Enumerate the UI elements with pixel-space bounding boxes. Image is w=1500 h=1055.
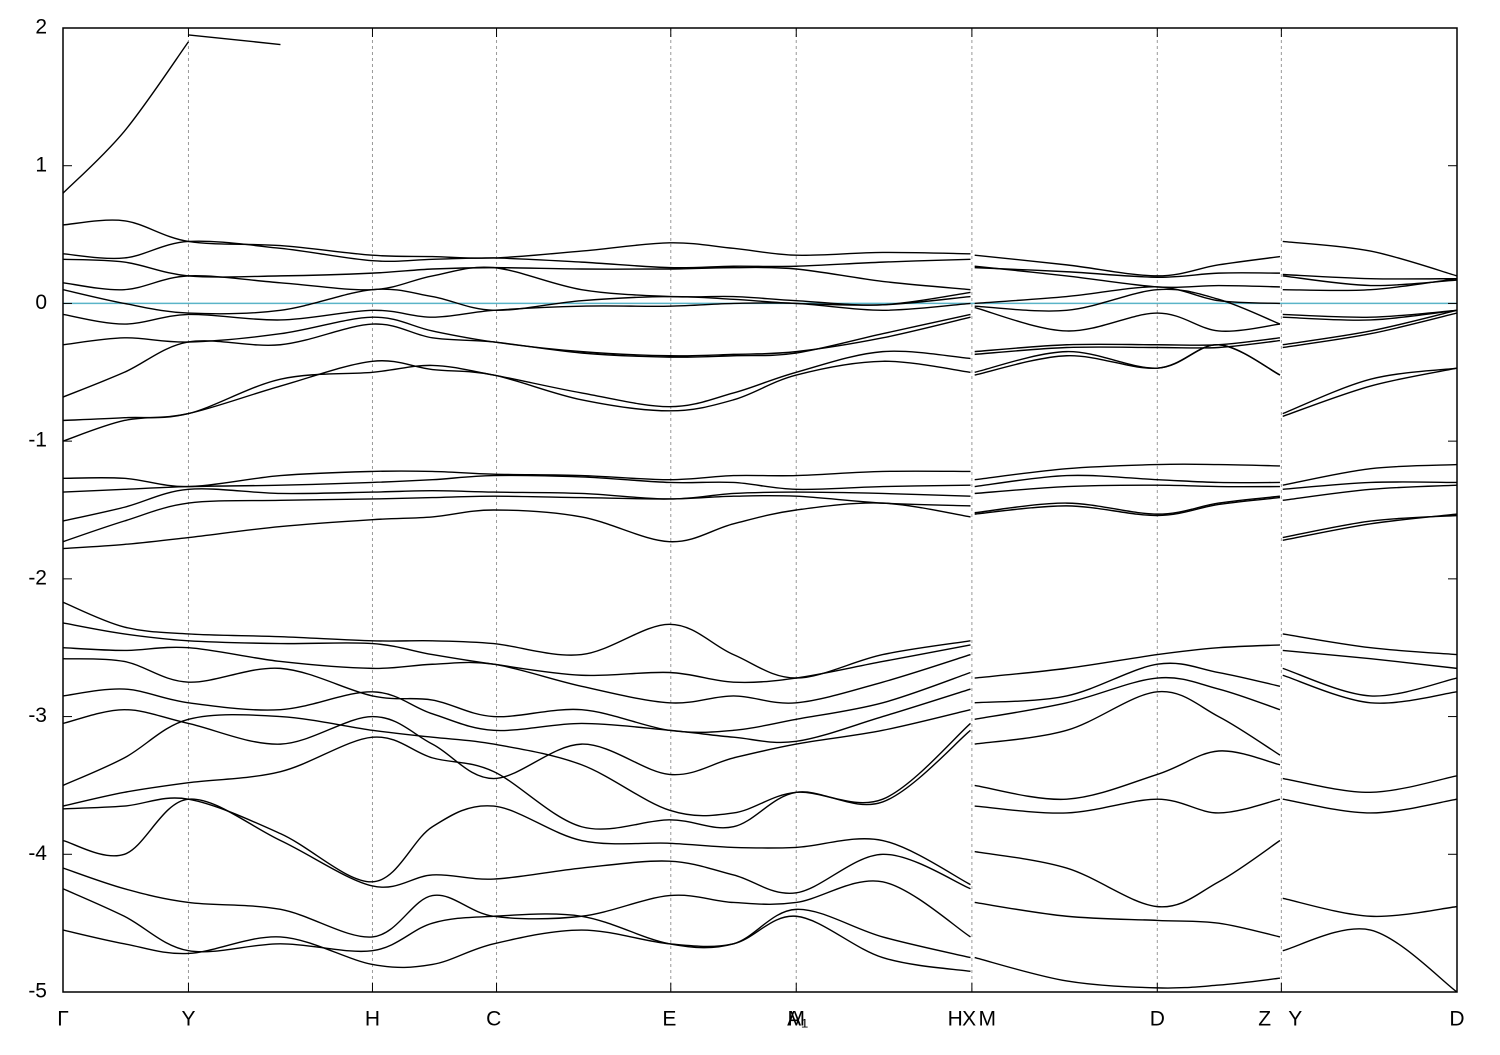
band-line xyxy=(63,601,1457,679)
x-tick-label: Γ xyxy=(57,1008,69,1031)
band-line xyxy=(63,708,1457,814)
band-line xyxy=(63,915,971,973)
y-tick-label: 2 xyxy=(35,16,47,39)
y-tick-label: -1 xyxy=(28,429,47,452)
x-tick-label: H xyxy=(948,1008,963,1031)
y-tick-label: 1 xyxy=(35,153,47,176)
x-tick-label: D xyxy=(1449,1008,1464,1031)
band-line xyxy=(63,302,1457,332)
labels: 210-1-2-3-4-5Γ Y H C E MA₁ H X M D Z Y D xyxy=(28,16,1464,1031)
band-line xyxy=(63,729,1457,992)
band-line xyxy=(63,658,1457,756)
x-tick-label: E xyxy=(662,1008,676,1031)
y-tick-label: -4 xyxy=(28,842,47,865)
y-tick-label: -2 xyxy=(28,566,47,589)
band-line xyxy=(63,797,1281,989)
plot-frame xyxy=(62,27,1458,993)
band-line xyxy=(63,494,1457,543)
band-line xyxy=(63,646,1457,721)
band-line xyxy=(63,484,1457,522)
band-line xyxy=(63,496,1457,550)
band-line xyxy=(63,240,1457,280)
band-line xyxy=(63,41,1283,194)
x-tick-label: M xyxy=(978,1008,996,1031)
band-line xyxy=(63,798,971,895)
x-tick-label: Y xyxy=(1288,1008,1302,1031)
band-line xyxy=(63,622,1457,704)
y-tick-label: 0 xyxy=(35,291,47,314)
band-line xyxy=(63,867,971,938)
x-tick-label: D xyxy=(1150,1008,1165,1031)
band-line xyxy=(63,258,1457,291)
band-line xyxy=(63,266,1457,306)
band-line xyxy=(63,688,1457,801)
band-line xyxy=(63,312,1457,398)
band-line xyxy=(63,309,1457,357)
band-line xyxy=(63,474,1457,493)
x-tick-label: Y xyxy=(181,1008,195,1031)
x-tick-label: M xyxy=(787,1008,805,1031)
y-tick-label: -3 xyxy=(28,704,47,727)
band-line xyxy=(63,288,1457,325)
bands xyxy=(63,34,1457,992)
band-line xyxy=(63,344,1457,442)
x-tick-label: X xyxy=(962,1008,976,1031)
y-tick-label: -5 xyxy=(28,980,47,1003)
x-tick-label: A₁ xyxy=(787,1008,808,1031)
band-line xyxy=(63,888,971,959)
x-tick-label: Z xyxy=(1258,1008,1271,1031)
band-line xyxy=(188,34,281,46)
x-tick-label: H xyxy=(365,1008,380,1031)
x-tick-label: C xyxy=(486,1008,501,1031)
